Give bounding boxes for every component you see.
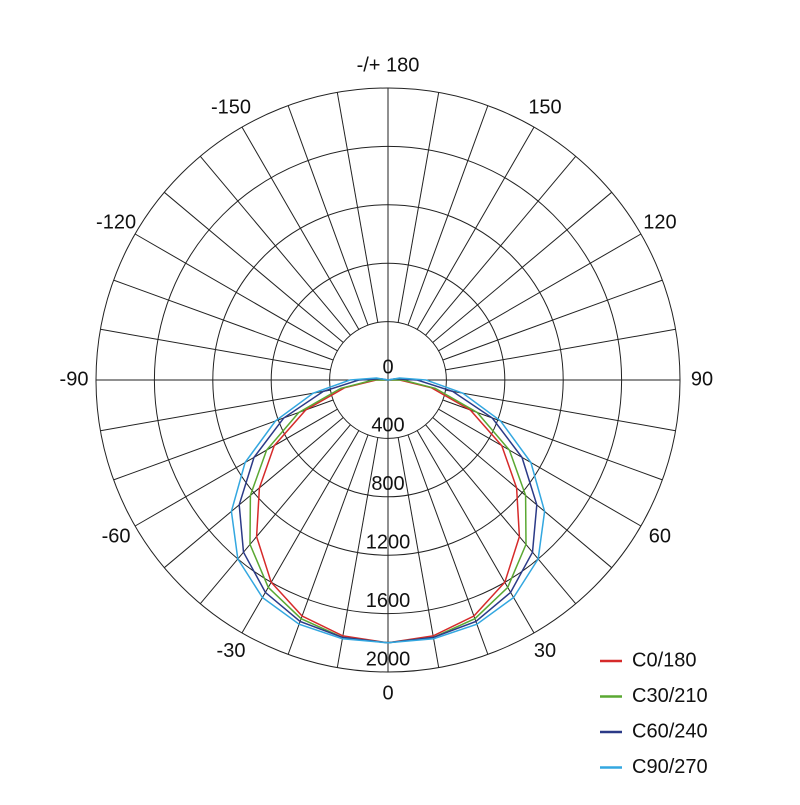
- legend-label: C0/180: [632, 649, 697, 671]
- angle-tick-label: 120: [643, 211, 676, 233]
- r-tick-label: 400: [371, 415, 404, 437]
- angle-tick-label: -60: [102, 525, 131, 547]
- legend-label: C90/270: [632, 756, 708, 778]
- grid-circle: [212, 204, 564, 556]
- r-tick-label: 1600: [366, 590, 411, 612]
- grid-circle: [95, 87, 681, 673]
- legend-label: C60/240: [632, 720, 708, 742]
- intensity-curve: [230, 377, 546, 644]
- legend-label: C30/210: [632, 685, 708, 707]
- r-tick-label: 0: [382, 356, 393, 378]
- angle-tick-label: 90: [691, 368, 713, 390]
- angle-tick-label: 150: [528, 96, 561, 118]
- grid-circle: [270, 262, 506, 498]
- r-tick-label: 800: [371, 473, 404, 495]
- angle-tick-label: -90: [60, 368, 89, 390]
- r-tick-label: 2000: [366, 648, 411, 670]
- r-tick-label: 1200: [366, 531, 411, 553]
- angle-tick-label: -120: [96, 211, 136, 233]
- grid-circle: [153, 145, 623, 615]
- grid-circle: [329, 321, 447, 439]
- angle-tick-label: 30: [534, 640, 556, 662]
- angle-tick-label: -150: [211, 96, 251, 118]
- angle-tick-label: 0: [382, 682, 393, 704]
- angle-tick-label: -/+ 180: [357, 54, 420, 76]
- angle-tick-label: 60: [649, 525, 671, 547]
- angle-tick-label: -30: [217, 640, 246, 662]
